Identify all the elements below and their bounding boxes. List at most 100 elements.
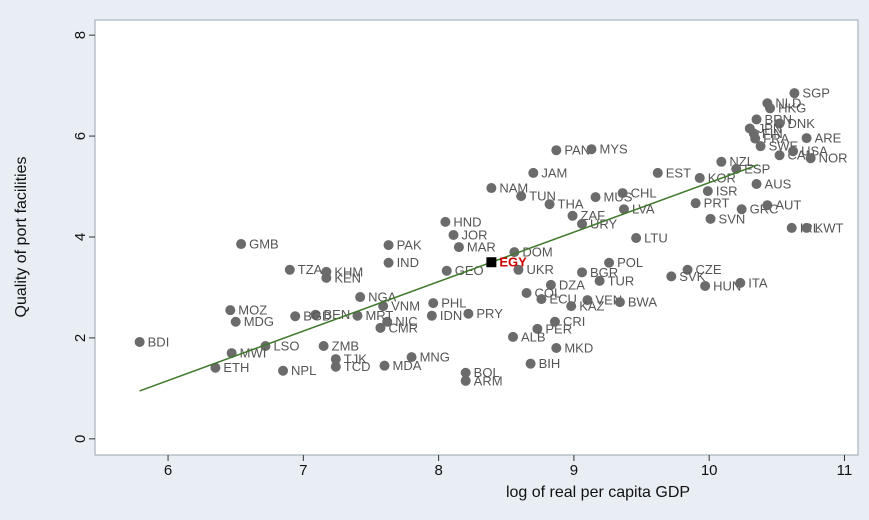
point — [536, 294, 547, 305]
point-label: THA — [558, 197, 584, 212]
y-tick-label: 0 — [72, 435, 89, 443]
point-label: JPN — [758, 121, 783, 136]
point — [355, 292, 366, 303]
point — [352, 310, 363, 321]
point — [786, 222, 797, 233]
point — [590, 192, 601, 203]
point-label: HUN — [713, 278, 741, 293]
point-label: BEN — [324, 307, 351, 322]
x-axis-title: log of real per capita GDP — [506, 484, 690, 501]
point — [310, 309, 321, 320]
point-label: PAN — [564, 143, 590, 158]
highlight-point — [486, 257, 497, 268]
point-label: TZA — [298, 262, 323, 277]
point — [631, 233, 642, 244]
highlight-label: EGY — [499, 255, 527, 270]
point — [549, 316, 560, 327]
point-label: MNG — [420, 350, 450, 365]
point-label: JOR — [462, 227, 488, 242]
point-label: SGP — [802, 86, 829, 101]
point-label: LVA — [632, 202, 655, 217]
point — [463, 308, 474, 319]
point-label: DNK — [788, 116, 816, 131]
point — [551, 145, 562, 156]
point — [690, 198, 701, 209]
point-label: TCD — [344, 359, 371, 374]
point-label: ZMB — [332, 338, 359, 353]
point-label: ARE — [815, 131, 842, 146]
point-label: NPL — [291, 363, 316, 378]
point — [460, 367, 471, 378]
point — [765, 103, 776, 114]
point-label: HKG — [778, 101, 806, 116]
point-label: BWA — [628, 295, 657, 310]
x-tick-label: 9 — [570, 462, 578, 479]
point — [134, 336, 145, 347]
point — [330, 361, 341, 372]
point — [801, 133, 812, 144]
point — [426, 310, 437, 321]
point — [751, 179, 762, 190]
point-label: PHL — [441, 296, 466, 311]
point — [375, 322, 386, 333]
point — [428, 298, 439, 309]
y-tick-label: 6 — [72, 132, 89, 140]
point-label: MOZ — [238, 303, 267, 318]
point — [582, 295, 593, 306]
point-label: AUS — [765, 176, 792, 191]
point — [551, 343, 562, 354]
point — [577, 267, 588, 278]
point — [666, 271, 677, 282]
point — [441, 265, 452, 276]
point — [805, 153, 816, 164]
point — [486, 183, 497, 194]
point-label: ZAF — [581, 208, 606, 223]
plot-area — [94, 19, 859, 456]
point — [788, 146, 799, 157]
x-tick-label: 11 — [837, 462, 853, 479]
x-tick-label: 8 — [434, 462, 442, 479]
point — [321, 272, 332, 283]
point-label: SVN — [719, 211, 746, 226]
point-label: EST — [666, 165, 691, 180]
point — [682, 264, 693, 275]
point-label: KAZ — [579, 299, 604, 314]
point — [236, 239, 247, 250]
point — [750, 133, 761, 144]
point-label: PAK — [397, 238, 422, 253]
point-label: GMB — [249, 236, 279, 251]
point-label: NLD — [775, 96, 801, 111]
point — [284, 264, 295, 275]
point — [383, 257, 394, 268]
point — [544, 199, 555, 210]
point-label: AUT — [775, 198, 801, 213]
point — [440, 216, 451, 227]
point-label: KWT — [815, 220, 844, 235]
point-label: BIH — [539, 356, 561, 371]
point — [448, 229, 459, 240]
fit-line — [139, 164, 759, 392]
point-label: NOR — [819, 151, 848, 166]
point-label: BGD — [303, 309, 331, 324]
point — [379, 360, 390, 371]
point-label: MYS — [599, 142, 628, 157]
point-label: FRA — [763, 131, 789, 146]
point-label: FIN — [762, 126, 783, 141]
point-label: LTU — [644, 230, 668, 245]
x-tick-label: 6 — [164, 462, 172, 479]
point-label: ISR — [716, 184, 738, 199]
point-label: PRY — [476, 306, 503, 321]
point — [652, 167, 663, 178]
point-label: ITA — [748, 275, 768, 290]
point — [617, 188, 628, 199]
point — [525, 358, 536, 369]
y-tick-label: 4 — [72, 233, 89, 241]
point — [382, 316, 393, 327]
point-label: LSO — [273, 338, 299, 353]
y-tick-label: 8 — [72, 31, 89, 39]
point — [577, 218, 588, 229]
point — [378, 301, 389, 312]
point-label: BOL — [474, 365, 500, 380]
